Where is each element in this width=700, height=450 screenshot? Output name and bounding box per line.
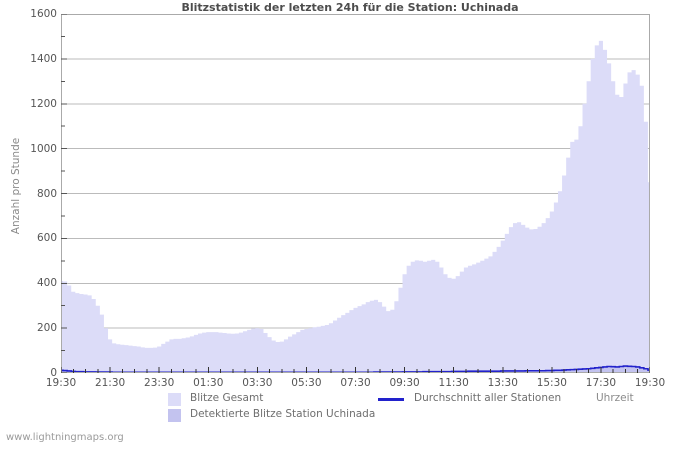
x-tick-label: 19:30 [45, 377, 77, 389]
y-tick-label: 1200 [30, 97, 57, 110]
legend-swatch-total [168, 393, 181, 406]
y-tick-label: 1400 [30, 52, 57, 65]
y-tick-label: 400 [36, 277, 57, 290]
x-tick-label: 07:30 [340, 377, 371, 389]
data-series [61, 40, 650, 374]
y-tick-label: 600 [36, 232, 57, 245]
legend-line-average [378, 398, 404, 401]
chart-legend: Blitze Gesamt Detektierte Blitze Station… [0, 392, 700, 424]
y-tick-label: 1000 [30, 142, 57, 155]
y-tick-label: 1600 [30, 8, 57, 20]
x-tick-label: 19:30 [634, 377, 666, 389]
legend-label-total: Blitze Gesamt [190, 392, 264, 404]
x-tick-label: 13:30 [487, 377, 518, 389]
y-tick-label: 200 [36, 322, 57, 335]
page-title: Blitzstatistik der letzten 24h für die S… [181, 1, 519, 14]
x-tick-label: 15:30 [536, 377, 567, 389]
x-tick-label: 05:30 [291, 377, 322, 389]
gridlines [61, 58, 650, 329]
x-tick-label: 03:30 [242, 377, 273, 389]
area-blitze-gesamt [61, 40, 650, 374]
legend-label-station: Detektierte Blitze Station Uchinada [190, 408, 376, 420]
plot-area [60, 13, 651, 374]
plot-svg [60, 13, 651, 374]
x-tick-label: 17:30 [585, 377, 617, 389]
x-tick-label: 09:30 [389, 377, 420, 389]
y-tick-label: 0 [50, 367, 57, 379]
y-axis-tick-labels: 0 200 400 600 800 1000 1200 1400 1600 [14, 8, 57, 379]
x-tick-label: 01:30 [193, 377, 224, 389]
x-tick-label: 21:30 [94, 377, 126, 389]
source-watermark: www.lightningmaps.org [6, 432, 124, 443]
x-tick-label: 11:30 [438, 377, 469, 389]
legend-swatch-station [168, 409, 181, 422]
y-tick-label: 800 [36, 187, 57, 200]
x-axis-title: Uhrzeit [596, 392, 634, 404]
x-tick-label: 23:30 [144, 377, 175, 389]
legend-label-average: Durchschnitt aller Stationen [414, 392, 562, 404]
x-axis-tick-labels: 19:30 21:30 23:30 01:30 03:30 05:30 07:30 09:30… [46, 377, 665, 393]
